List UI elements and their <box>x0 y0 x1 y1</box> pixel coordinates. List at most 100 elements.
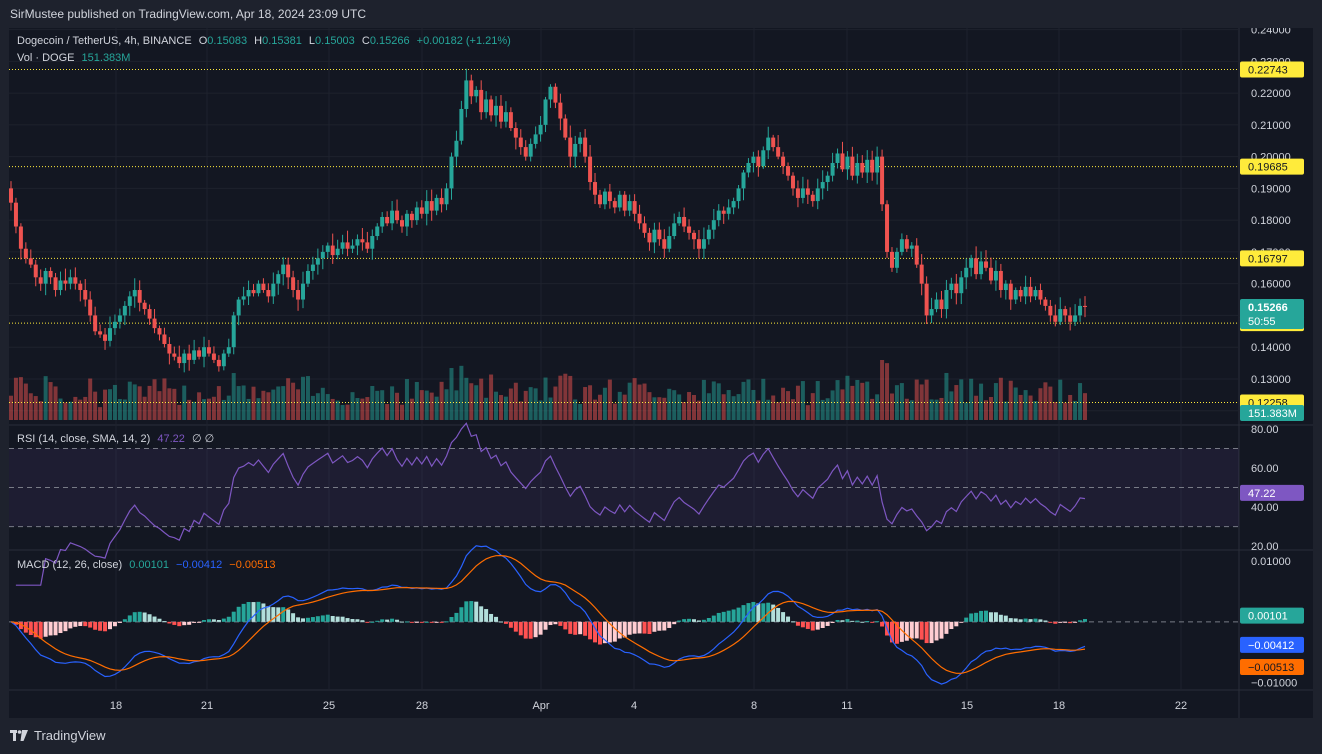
candle-body <box>236 299 241 316</box>
macd-histogram-bar <box>330 615 335 622</box>
volume-bar <box>18 377 23 420</box>
candle <box>731 197 736 215</box>
candle <box>899 233 904 256</box>
time-tick-label: 21 <box>201 700 213 712</box>
candle-body <box>687 226 692 233</box>
candle <box>583 129 588 163</box>
macd-signal-value: −0.00513 <box>229 559 276 571</box>
volume-bar <box>103 389 108 420</box>
symbol-legend[interactable]: Dogecoin / TetherUS, 4h, BINANCE O0.1508… <box>17 35 515 47</box>
volume-bar <box>409 398 414 420</box>
macd-histogram-bar <box>593 621 598 643</box>
volume-bar <box>1048 386 1053 420</box>
candle-body <box>404 213 409 227</box>
candle <box>706 224 711 245</box>
candle-body <box>375 226 380 237</box>
volume-bar <box>385 404 390 420</box>
macd-histogram-bar <box>345 618 350 622</box>
volume-bar <box>528 387 533 420</box>
volume-bar <box>434 396 439 420</box>
macd-histogram-bar <box>315 616 320 622</box>
macd-histogram-bar <box>568 621 573 634</box>
macd-signal-line <box>10 554 1086 674</box>
candle-body <box>840 153 845 170</box>
volume-bar <box>177 404 182 420</box>
volume-legend[interactable]: Vol · DOGE 151.383M <box>17 52 134 64</box>
candle <box>880 149 885 212</box>
macd-histogram-bar <box>449 617 454 622</box>
candle-body <box>1008 283 1013 300</box>
rsi-legend[interactable]: RSI (14, close, SMA, 14, 2) 47.22 ∅ ∅ <box>17 432 218 445</box>
chart-svg[interactable]: 0.240000.230000.220000.210000.200000.190… <box>9 25 1313 718</box>
candle-body <box>385 216 390 224</box>
volume-bar <box>1073 400 1078 420</box>
candle-body <box>578 137 583 144</box>
candle-body <box>637 213 642 224</box>
candle <box>330 233 335 264</box>
macd-histogram-bar <box>875 621 880 623</box>
candle-body <box>117 315 122 322</box>
volume-bar <box>399 404 404 420</box>
candle <box>538 116 543 142</box>
candle <box>1043 296 1048 311</box>
macd-histogram-bar <box>632 621 637 634</box>
footer[interactable]: TradingView <box>10 728 106 743</box>
volume-bar <box>117 399 122 420</box>
macd-legend[interactable]: MACD (12, 26, close) 0.00101 −0.00412 −0… <box>17 559 279 571</box>
candle <box>226 338 231 357</box>
volume-bar <box>795 385 800 420</box>
candle <box>13 197 18 234</box>
candle <box>716 204 721 227</box>
candle <box>112 314 117 335</box>
volume-bar <box>13 377 18 420</box>
macd-histogram-bar <box>583 621 588 636</box>
macd-histogram-bar <box>58 621 63 634</box>
macd-histogram-bar <box>1083 619 1087 622</box>
macd-tick-label: −0.01000 <box>1251 678 1297 690</box>
volume-bar <box>355 398 360 420</box>
macd-histogram-bar <box>909 621 914 639</box>
candle-body <box>107 328 112 341</box>
candle-body <box>647 232 652 243</box>
volume-bar <box>1023 390 1028 420</box>
candle <box>409 210 414 228</box>
candle <box>325 242 330 258</box>
volume-tag-bg <box>1240 405 1304 421</box>
candle <box>291 270 296 298</box>
candle <box>701 227 706 259</box>
candle-body <box>251 290 256 294</box>
candle <box>865 150 870 184</box>
candle-body <box>934 299 939 310</box>
volume-bar <box>929 399 934 420</box>
volume-bar <box>375 390 380 420</box>
candle <box>568 125 573 168</box>
macd-histogram-bar <box>548 621 553 626</box>
candle-body <box>53 277 58 291</box>
candle <box>103 328 108 350</box>
macd-histogram-bar <box>899 621 904 642</box>
macd-histogram-bar <box>33 621 38 638</box>
macd-histogram-bar <box>1058 621 1063 623</box>
candle <box>365 231 370 253</box>
candle-body <box>1033 290 1038 297</box>
candle <box>197 347 202 360</box>
volume-bar <box>310 395 315 420</box>
candle <box>489 95 494 122</box>
candle-body <box>533 134 538 144</box>
candle-body <box>503 112 508 122</box>
volume-bar <box>909 400 914 420</box>
brand-name: TradingView <box>34 728 106 743</box>
chart-panel[interactable]: 0.240000.230000.220000.210000.200000.190… <box>9 25 1313 718</box>
volume-bar <box>726 390 731 420</box>
macd-histogram-bar <box>112 621 117 627</box>
volume-bar <box>558 375 563 420</box>
volume-bar <box>964 402 969 420</box>
macd-histogram-bar <box>117 621 122 623</box>
candle <box>251 284 256 297</box>
candle <box>355 234 360 256</box>
candle <box>256 280 261 297</box>
candle <box>414 201 419 225</box>
macd-histogram-bar <box>969 613 974 622</box>
candle-body <box>167 344 172 354</box>
candle-body <box>335 248 340 256</box>
